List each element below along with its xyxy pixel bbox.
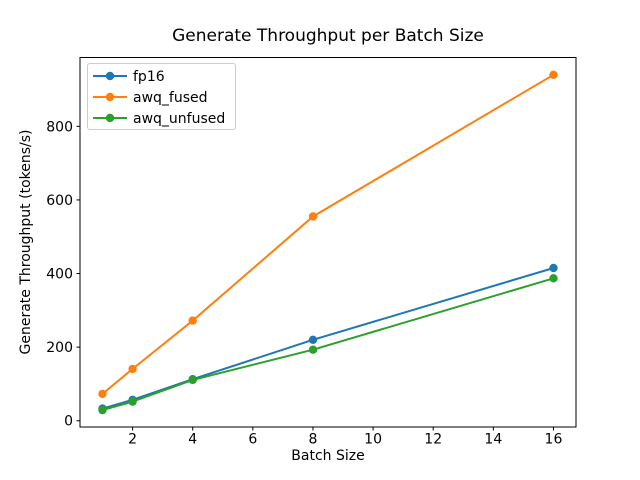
series-marker-awq_fused <box>188 316 197 325</box>
y-tick-label: 600 <box>46 193 73 209</box>
x-tick-label: 14 <box>484 432 502 448</box>
legend-marker-sample <box>105 113 115 123</box>
x-tick-label: 16 <box>545 432 563 448</box>
series-marker-awq_unfused <box>188 375 197 385</box>
y-tick-label: 200 <box>46 340 73 356</box>
x-tick-label: 4 <box>188 432 197 448</box>
series-marker-awq_fused <box>98 389 107 399</box>
series-marker-awq_unfused <box>128 397 137 406</box>
axes-spines <box>79 57 577 428</box>
x-tick-label: 2 <box>128 432 137 448</box>
y-tick-label: 400 <box>46 267 73 283</box>
legend-marker-sample <box>105 92 115 102</box>
series-marker-fp16 <box>549 263 558 273</box>
legend-marker-sample <box>105 71 115 81</box>
series-marker-fp16 <box>308 335 318 344</box>
series-line-awq_unfused <box>101 277 555 412</box>
legend-item-awq_unfused: awq_unfused <box>93 111 225 127</box>
legend-item-fp16: fp16 <box>93 69 165 85</box>
x-tick-label: 12 <box>424 432 442 448</box>
y-axis-label: Generate Throughput (tokens/s) <box>18 129 34 355</box>
legend: fp16 awq_fused awq_unfused <box>87 63 236 130</box>
series-marker-awq_unfused <box>549 274 558 283</box>
series-marker-awq_unfused <box>308 345 318 354</box>
y-tick-label: 800 <box>46 119 73 135</box>
x-tick-label: 8 <box>309 432 318 448</box>
series-marker-awq_unfused <box>98 405 107 415</box>
legend-item-awq_fused: awq_fused <box>93 90 208 106</box>
series-marker-awq_fused <box>308 212 318 221</box>
x-axis-label: Batch Size <box>291 448 365 464</box>
y-tick-label: 0 <box>64 414 73 430</box>
chart-title: Generate Throughput per Batch Size <box>172 26 484 46</box>
series-marker-awq_fused <box>128 364 137 374</box>
legend-label: fp16 <box>133 69 165 85</box>
x-tick-label: 10 <box>364 432 382 448</box>
legend-box <box>87 63 236 130</box>
series-marker-awq_fused <box>549 70 558 80</box>
legend-label: awq_unfused <box>133 111 225 127</box>
legend-label: awq_fused <box>133 90 208 106</box>
x-tick-label: 6 <box>248 432 257 448</box>
